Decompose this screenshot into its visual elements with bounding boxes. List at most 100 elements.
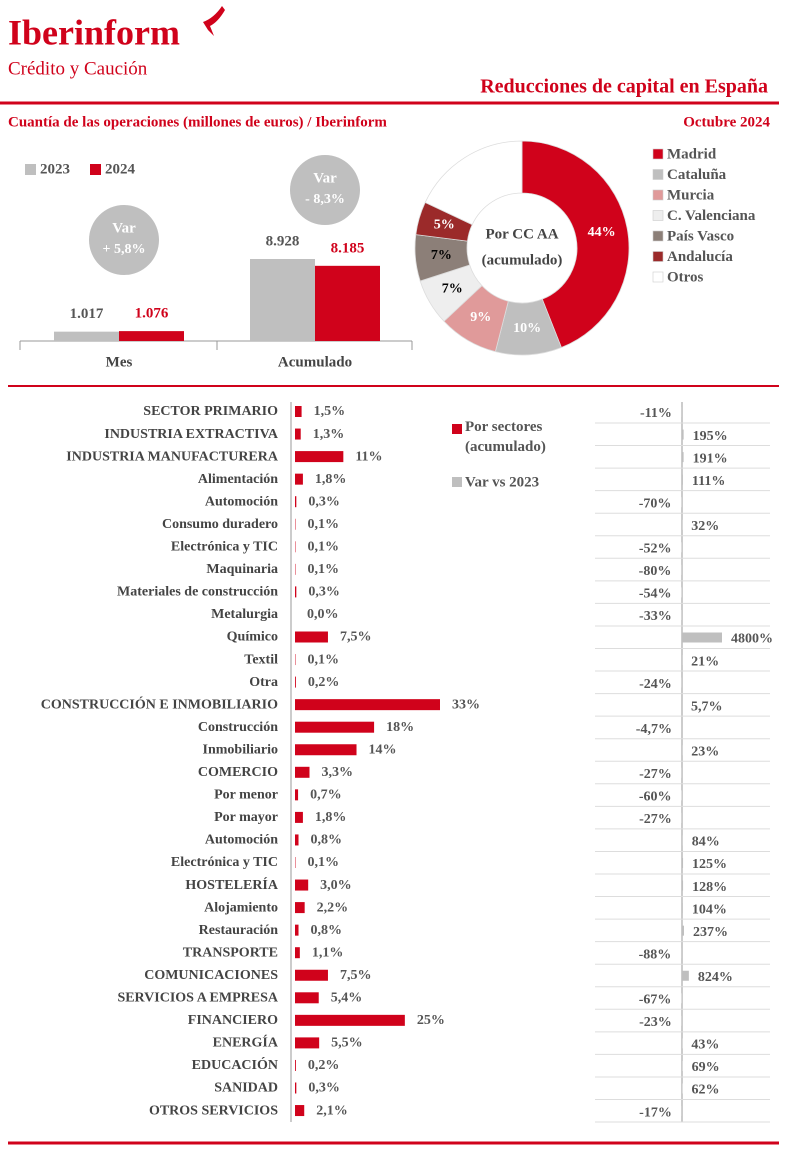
category-label: FINANCIERO <box>188 1013 278 1028</box>
slice-label: 10% <box>513 321 541 336</box>
bar <box>295 902 305 914</box>
annotation-bubble <box>290 155 360 225</box>
bar <box>295 631 328 643</box>
value-label: 5,4% <box>331 991 363 1006</box>
var-label: -27% <box>639 812 672 827</box>
value-label: 0,1% <box>307 652 339 667</box>
category-label: Automoción <box>205 494 278 509</box>
legend-swatch <box>652 251 664 262</box>
var-bar <box>682 452 684 463</box>
bar <box>295 473 303 485</box>
category-label: Por menor <box>214 788 278 803</box>
var-bar <box>682 1060 683 1071</box>
category-label: Alimentación <box>198 472 278 487</box>
legend-label: C. Valenciana <box>667 208 756 224</box>
logo-icon <box>203 6 225 36</box>
category-label: Alojamiento <box>204 900 278 915</box>
legend-label: Var vs 2023 <box>465 474 539 490</box>
date: Octubre 2024 <box>683 114 770 130</box>
annotation-text: - 8,3% <box>305 192 345 207</box>
value-label: 0,0% <box>307 607 339 622</box>
category-label: COMUNICACIONES <box>144 968 278 983</box>
slice-label: 7% <box>431 248 452 263</box>
var-bar <box>682 632 722 643</box>
legend-label: Por sectores (acumulado) <box>465 419 546 455</box>
legend-label: Murcia <box>667 187 715 203</box>
var-label: -54% <box>639 587 672 602</box>
legend-label: Otros <box>667 269 704 285</box>
value-label: 1,5% <box>314 404 346 419</box>
bar <box>295 992 319 1004</box>
value-label: 1,8% <box>315 472 347 487</box>
var-label: -24% <box>639 677 672 692</box>
var-bar <box>682 474 683 485</box>
category-label: Construcción <box>198 720 278 735</box>
var-label: 125% <box>692 857 727 872</box>
var-label: 21% <box>691 654 719 669</box>
value-label: 14% <box>369 742 397 757</box>
var-label: 5,7% <box>691 699 723 714</box>
legend-label-box: Por sectores (acumulado) <box>465 419 546 455</box>
var-bar <box>681 993 682 1004</box>
category-label: SECTOR PRIMARIO <box>143 404 278 419</box>
slice-label: 44% <box>588 225 616 240</box>
bar <box>295 789 299 801</box>
bar <box>295 586 297 598</box>
category-label: OTROS SERVICIOS <box>149 1103 278 1118</box>
legend-swatch <box>90 164 101 175</box>
legend-label: Andalucía <box>667 249 733 265</box>
tagline: Crédito y Caución <box>8 58 148 79</box>
bar <box>295 744 357 756</box>
logo: Iberinform <box>8 12 180 52</box>
var-label: 4800% <box>731 632 773 647</box>
legend-label: País Vasco <box>667 228 734 244</box>
bar <box>295 1105 305 1117</box>
category-label: Químico <box>227 630 278 645</box>
category-label: Acumulado <box>278 354 352 370</box>
value-label: 0,2% <box>308 675 340 690</box>
legend-label: Madrid <box>667 146 717 162</box>
var-bar <box>681 497 682 508</box>
var-label: -33% <box>639 609 672 624</box>
pie-subtitle: (acumulado) <box>482 252 563 268</box>
category-label: Maquinaria <box>206 562 278 577</box>
legend-label: 2023 <box>40 161 70 177</box>
pie-slice <box>521 140 630 349</box>
var-label: 237% <box>693 925 728 940</box>
legend-swatch <box>452 424 462 434</box>
value-label: 33% <box>452 697 480 712</box>
annotation-text: + 5,8% <box>103 242 146 257</box>
category-label: Metalurgia <box>211 607 278 622</box>
var-bar <box>681 948 682 959</box>
var-label: 104% <box>692 902 727 917</box>
bar <box>295 496 297 508</box>
bar <box>295 676 296 688</box>
bar <box>295 699 440 711</box>
legend-swatch <box>652 148 664 160</box>
bar <box>295 1082 297 1094</box>
category-label: Mes <box>106 354 133 370</box>
category-label: EDUCACIÓN <box>192 1056 278 1073</box>
category-label: Automoción <box>205 833 278 848</box>
category-label: Textil <box>244 652 278 667</box>
value-label: 5,5% <box>331 1036 363 1051</box>
legend-swatch <box>652 169 664 180</box>
bar <box>295 879 309 891</box>
value-label: 25% <box>417 1013 445 1028</box>
value-label: 0,3% <box>308 585 340 600</box>
category-label: Inmobiliario <box>203 742 278 757</box>
value-label: 2,1% <box>316 1103 348 1118</box>
var-bar <box>682 925 684 936</box>
bar <box>295 1059 296 1071</box>
value-label: 0,8% <box>311 923 343 938</box>
var-label: 128% <box>692 880 727 895</box>
var-label: -4,7% <box>636 722 672 737</box>
value-label: 2,2% <box>317 900 349 915</box>
category-label: Materiales de construcción <box>117 585 278 600</box>
category-label: SANIDAD <box>214 1081 278 1096</box>
var-bar <box>681 790 682 801</box>
var-bar <box>681 564 682 575</box>
var-bar <box>682 970 689 981</box>
var-label: 43% <box>691 1038 719 1053</box>
